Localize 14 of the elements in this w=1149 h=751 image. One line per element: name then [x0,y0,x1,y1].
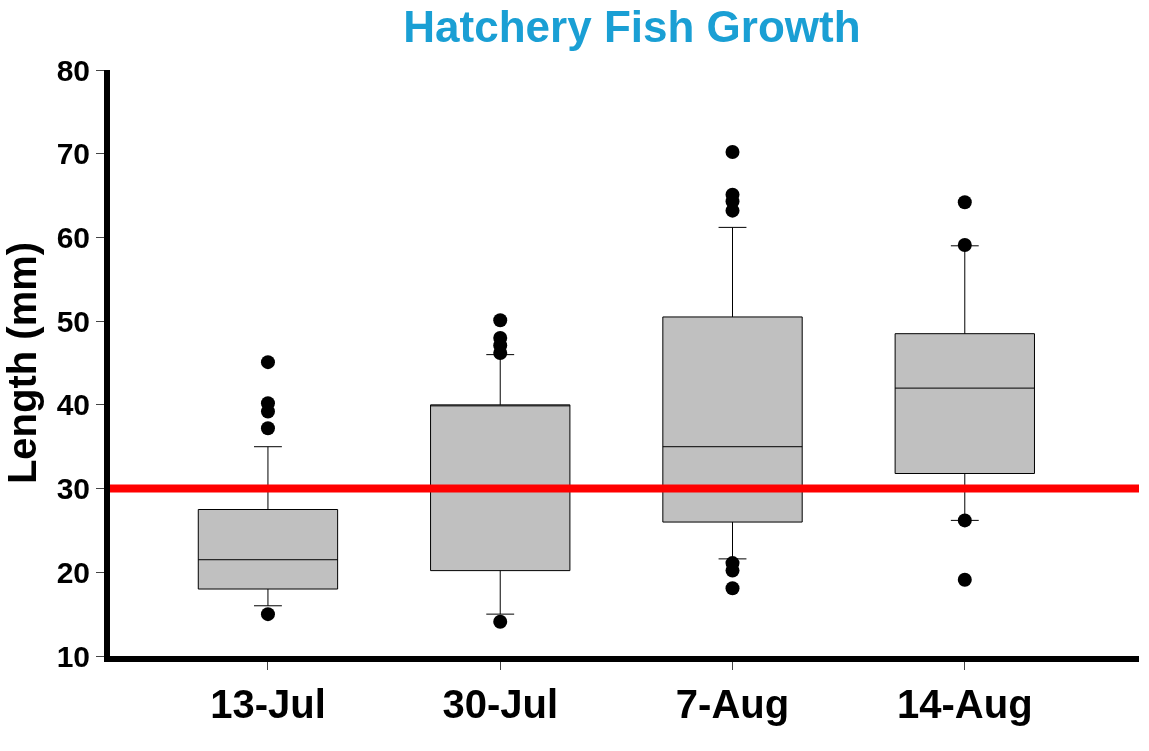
y-axis-title: Length (mm) [0,241,44,485]
x-tick-label: 14-Aug [897,682,1033,726]
x-tick-label: 13-Jul [210,682,326,726]
chart-title: Hatchery Fish Growth [403,2,861,52]
y-tick-label: 60 [56,220,90,254]
y-tick-label: 40 [56,388,90,422]
x-tick-label: 30-Jul [442,682,559,726]
y-tick-label: 80 [56,53,90,87]
x-tick-label: 7-Aug [675,682,790,726]
y-tick-label: 50 [56,304,90,338]
y-tick-label: 20 [56,555,90,589]
y-tick-label: 30 [56,472,90,506]
y-tick-label: 10 [56,639,90,673]
y-tick-label: 70 [56,137,90,171]
